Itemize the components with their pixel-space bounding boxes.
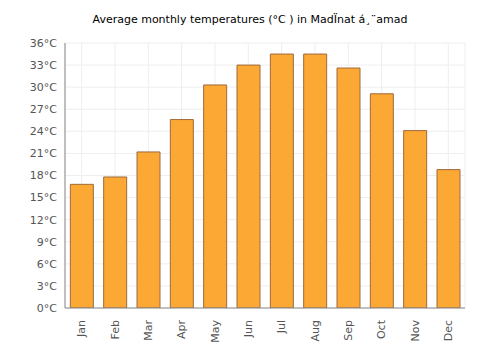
svg-text:Jan: Jan bbox=[75, 320, 88, 338]
svg-text:Jun: Jun bbox=[242, 320, 255, 338]
svg-text:15°C: 15°C bbox=[30, 191, 57, 204]
svg-text:27°C: 27°C bbox=[30, 103, 57, 116]
svg-text:Jul: Jul bbox=[275, 320, 288, 334]
html-text:Average monthly temperatures (: Average monthly temperatures (°C ) in Ma… bbox=[92, 13, 408, 26]
svg-text:30°C: 30°C bbox=[30, 81, 57, 94]
svg-text:18°C: 18°C bbox=[30, 169, 57, 182]
svg-text:Nov: Nov bbox=[409, 320, 422, 342]
svg-text:Dec: Dec bbox=[442, 320, 455, 341]
svg-text:24°C: 24°C bbox=[30, 125, 57, 138]
svg-text:3°C: 3°C bbox=[37, 280, 57, 293]
svg-text:May: May bbox=[209, 320, 222, 343]
svg-text:Mar: Mar bbox=[142, 320, 155, 341]
svg-text:36°C: 36°C bbox=[30, 37, 57, 50]
svg-text:Sep: Sep bbox=[342, 320, 355, 341]
svg-text:0°C: 0°C bbox=[37, 302, 57, 315]
svg-text:12°C: 12°C bbox=[30, 214, 57, 227]
svg-text:6°C: 6°C bbox=[37, 258, 57, 271]
svg-text:33°C: 33°C bbox=[30, 59, 57, 72]
svg-text:Aug: Aug bbox=[309, 320, 322, 341]
svg-text:9°C: 9°C bbox=[37, 236, 57, 249]
svg-text:Oct: Oct bbox=[375, 319, 388, 339]
svg-text:Apr: Apr bbox=[175, 320, 188, 340]
svg-text:Feb: Feb bbox=[109, 320, 122, 339]
svg-text:21°C: 21°C bbox=[30, 147, 57, 160]
